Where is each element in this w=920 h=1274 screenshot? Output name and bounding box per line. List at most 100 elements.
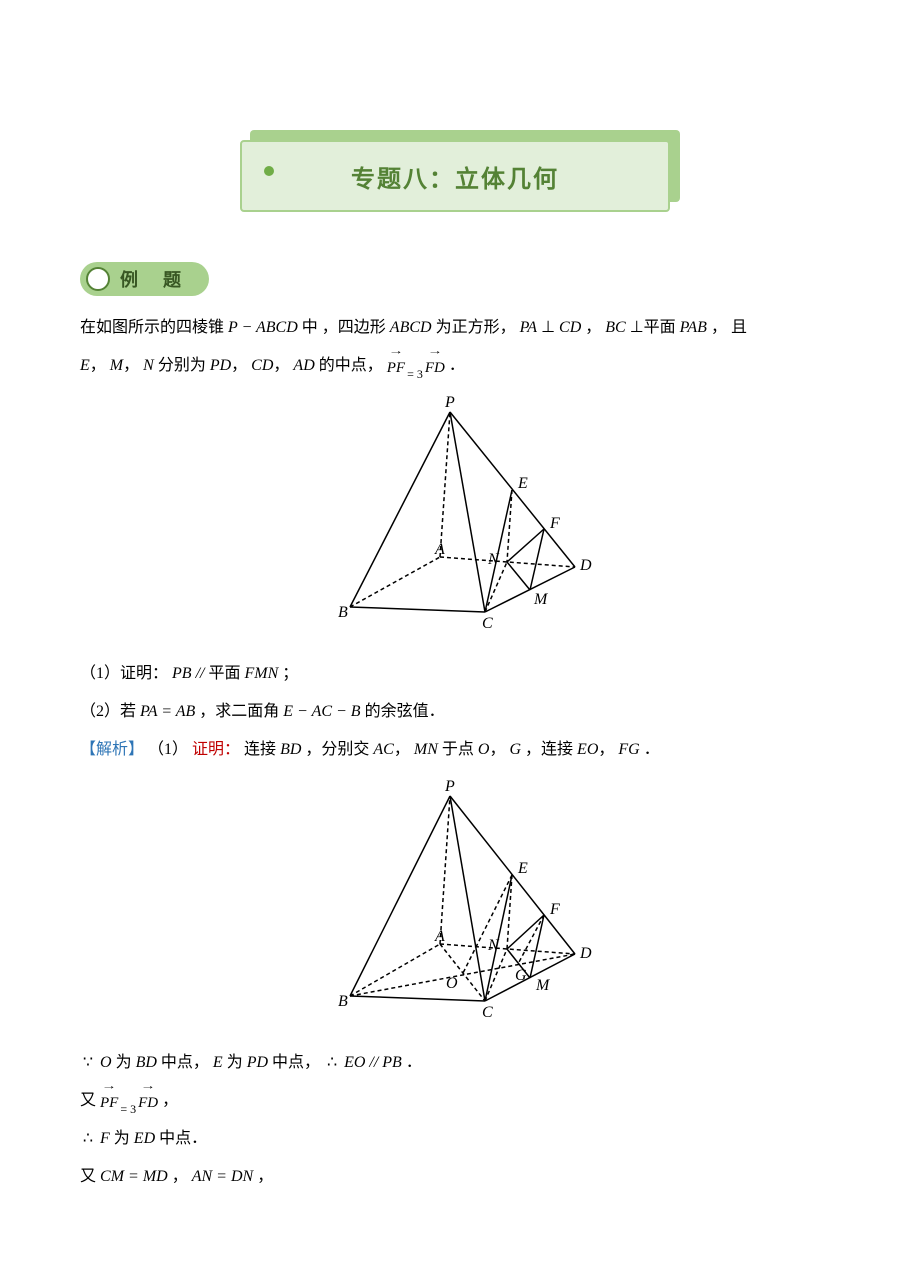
vec-FD-2: FD [138, 1085, 158, 1111]
text: ⊥平面 [630, 319, 680, 336]
text: 中 ，四边形 [302, 319, 390, 336]
text: 分别为 [158, 357, 210, 374]
math-AD: AD [293, 357, 314, 374]
lbl2-C: C [482, 1004, 493, 1021]
math-PAB: PAB [680, 319, 707, 336]
s5-ANDN: AN = DN [192, 1168, 253, 1185]
analysis-label: 【解析】 [80, 741, 144, 758]
text: 的中点， [319, 357, 383, 374]
therefore-icon-2: ∴ [80, 1123, 96, 1155]
math-pyramid: P − ABCD [228, 319, 298, 336]
lbl2-B: B [338, 993, 348, 1010]
s5-comma2: ， [257, 1168, 273, 1185]
lbl2-E: E [517, 860, 528, 877]
question-1: （1）证明： PB // 平面 FMN ； [80, 658, 840, 690]
lbl2-M: M [535, 977, 551, 994]
s5-comma: ， [172, 1168, 188, 1185]
lbl2-N: N [487, 937, 500, 954]
lbl-A: A [434, 541, 445, 558]
solution-line-1: 【解析】 （1） 证明： 连接 BD ，分别交 AC， MN 于点 O， G ，… [80, 734, 840, 766]
lbl-B: B [338, 604, 348, 621]
comma: ， [162, 1092, 178, 1109]
therefore-icon: ∴ [324, 1047, 340, 1079]
q1-FMN: FMN [244, 665, 278, 682]
solution-line-3: 又 PF = 3 FD ， [80, 1085, 840, 1117]
s-O: O [478, 741, 490, 758]
title-banner: 专题八：立体几何 [240, 130, 680, 212]
s-G: G [509, 741, 521, 758]
math-CD: CD [559, 319, 581, 336]
q1-end: ； [282, 665, 298, 682]
s4-b: 中点． [159, 1130, 207, 1147]
s2-EOPB: EO // PB [344, 1054, 402, 1071]
q1-prefix: （1）证明： [80, 665, 168, 682]
vector-equation-2: PF = 3 FD [100, 1085, 158, 1111]
s2-c: 为 [227, 1054, 247, 1071]
because-icon: ∵ [80, 1047, 96, 1079]
lbl2-F: F [549, 901, 560, 918]
s2-O: O [100, 1054, 112, 1071]
lbl2-O: O [446, 975, 458, 992]
again: 又 [80, 1092, 96, 1109]
s-EO: EO [577, 741, 598, 758]
figure-1: P A B C D E F M N [80, 392, 840, 644]
vec-FD: FD [425, 350, 445, 376]
part1-label: （1） [148, 741, 188, 758]
s2-PD: PD [247, 1054, 268, 1071]
lbl2-G: G [515, 967, 527, 984]
figure-2: P A B C D E F M N O G [80, 776, 840, 1033]
s5-again: 又 [80, 1168, 100, 1185]
s2-b: 中点， [161, 1054, 209, 1071]
s2-d: 中点， [272, 1054, 320, 1071]
lbl-P: P [444, 394, 455, 411]
vec-PF-2: PF [100, 1085, 118, 1111]
s5-CMMD: CM = MD [100, 1168, 168, 1185]
eq-sub-2: = 3 [118, 1103, 138, 1115]
lbl-F: F [549, 515, 560, 532]
s1: 连接 [244, 741, 280, 758]
math-N: N [143, 357, 154, 374]
banner-dot [264, 166, 274, 176]
content-body: 在如图所示的四棱锥 P − ABCD 中 ，四边形 ABCD 为正方形， PA … [80, 312, 840, 1193]
q2-prefix: （2）若 [80, 703, 140, 720]
math-E: E [80, 357, 90, 374]
math-PA: PA [520, 319, 537, 336]
tag-circle-icon [86, 267, 110, 291]
math-PD: PD [210, 357, 231, 374]
solution-line-4: ∴ F 为 ED 中点． [80, 1123, 840, 1155]
text: 在如图所示的四棱锥 [80, 319, 228, 336]
pyramid-diagram-2: P A B C D E F M N O G [310, 776, 610, 1021]
solution-line-2: ∵ O 为 BD 中点， E 为 PD 中点， ∴ EO // PB ． [80, 1047, 840, 1079]
s2-BD: BD [136, 1054, 157, 1071]
s3: 于点 [442, 741, 478, 758]
eq-sub: = 3 [405, 368, 425, 380]
text: ， [585, 319, 601, 336]
s-MN: MN [414, 741, 438, 758]
vector-equation: PF = 3 FD [387, 350, 445, 376]
q2-mid: ，求二面角 [199, 703, 283, 720]
q2-end: 的余弦值． [365, 703, 445, 720]
banner-front-layer: 专题八：立体几何 [240, 140, 670, 212]
s4: ，连接 [525, 741, 577, 758]
s2-a: 为 [116, 1054, 136, 1071]
prove-label: 证明： [192, 741, 240, 758]
lbl2-A: A [434, 928, 445, 945]
s-FG: FG [618, 741, 639, 758]
s-BD: BD [280, 741, 301, 758]
section-label: 例 题 [120, 266, 191, 292]
lbl-M: M [533, 591, 549, 608]
s4-ED: ED [134, 1130, 155, 1147]
q2-angle: E − AC − B [283, 703, 360, 720]
s2-end: ． [406, 1054, 422, 1071]
math-BC: BC [605, 319, 625, 336]
s2: ，分别交 [305, 741, 373, 758]
question-2: （2）若 PA = AB ，求二面角 E − AC − B 的余弦值． [80, 696, 840, 728]
q1-body: 平面 [208, 665, 244, 682]
s4-a: 为 [114, 1130, 134, 1147]
perp-icon: ⊥ [541, 319, 555, 336]
lbl-C: C [482, 615, 493, 632]
s2-E: E [213, 1054, 223, 1071]
lbl-E: E [517, 475, 528, 492]
problem-line-1: 在如图所示的四棱锥 P − ABCD 中 ，四边形 ABCD 为正方形， PA … [80, 312, 840, 344]
period: ． [449, 357, 465, 374]
